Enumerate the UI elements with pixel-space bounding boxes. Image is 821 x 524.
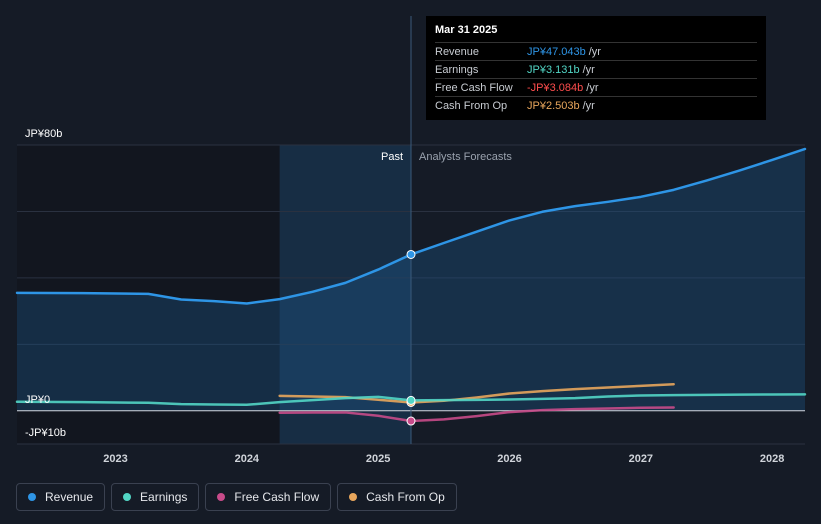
tooltip-row-cash-from-op: Cash From Op JP¥2.503b /yr [435, 96, 757, 114]
x-tick-label: 2023 [103, 453, 127, 465]
marker-revenue [406, 249, 416, 259]
tooltip-date: Mar 31 2025 [435, 24, 498, 36]
legend-label: Free Cash Flow [234, 490, 320, 504]
legend-item-free-cash-flow[interactable]: Free Cash Flow [205, 483, 332, 511]
series-line-free-cash-flow [278, 406, 675, 423]
legend-label: Cash From Op [366, 490, 445, 504]
tooltip-label: Cash From Op [435, 100, 508, 112]
legend-label: Revenue [45, 490, 94, 504]
forecast-label: Analysts Forecasts [419, 151, 512, 163]
tooltip-row-earnings: Earnings JP¥3.131b /yr [435, 60, 757, 78]
tooltip-unit: /yr [586, 82, 599, 94]
y-tick-label: -JP¥10b [25, 427, 66, 439]
past-label: Past [381, 151, 403, 163]
chart-legend: Revenue Earnings Free Cash Flow Cash Fro… [16, 483, 457, 511]
legend-dot-icon [217, 493, 226, 501]
tooltip-row-revenue: Revenue JP¥47.043b /yr [435, 42, 757, 60]
x-tick-label: 2028 [760, 453, 784, 465]
x-tick-label: 2026 [497, 453, 521, 465]
marker-free-cash-flow [406, 416, 416, 426]
legend-item-cash-from-op[interactable]: Cash From Op [337, 483, 457, 511]
legend-dot-icon [28, 493, 36, 501]
tooltip-unit: /yr [588, 46, 601, 58]
legend-label: Earnings [140, 490, 188, 504]
tooltip-unit: /yr [582, 100, 595, 112]
y-tick-label: JP¥0 [25, 394, 50, 406]
x-tick-label: 2024 [235, 453, 260, 465]
x-tick-label: 2025 [366, 453, 390, 465]
series-line-earnings [15, 393, 807, 407]
legend-dot-icon [349, 493, 358, 501]
series-line-revenue [15, 147, 807, 305]
marker-earnings [406, 395, 416, 405]
tooltip-value: JP¥3.131b [527, 64, 580, 76]
y-tick-label: JP¥80b [25, 128, 62, 140]
tooltip-label: Free Cash Flow [435, 82, 513, 94]
tooltip-label: Earnings [435, 64, 479, 76]
tooltip-label: Revenue [435, 46, 480, 58]
legend-item-revenue[interactable]: Revenue [16, 483, 106, 511]
tooltip-value: JP¥47.043b [527, 46, 586, 58]
tooltip-value: -JP¥3.084b [527, 82, 584, 94]
tooltip-row-free-cash-flow: Free Cash Flow -JP¥3.084b /yr [435, 78, 757, 96]
tooltip-unit: /yr [582, 64, 595, 76]
legend-dot-icon [123, 493, 132, 501]
x-tick-label: 2027 [629, 453, 653, 465]
legend-item-earnings[interactable]: Earnings [111, 483, 200, 511]
tooltip-value: JP¥2.503b [527, 100, 580, 112]
data-tooltip: Mar 31 2025 Revenue JP¥47.043b /yr Earni… [426, 16, 766, 120]
